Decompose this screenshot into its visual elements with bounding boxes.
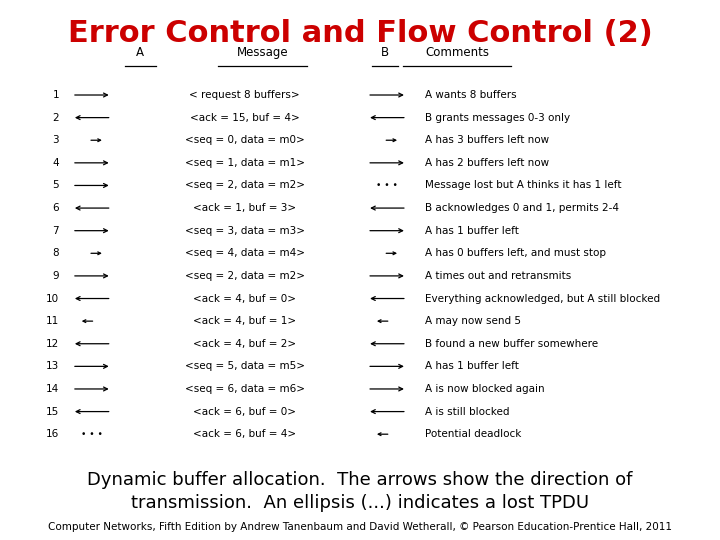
Text: 5: 5 xyxy=(53,180,59,191)
Text: <ack = 1, buf = 3>: <ack = 1, buf = 3> xyxy=(193,203,297,213)
Text: <ack = 6, buf = 0>: <ack = 6, buf = 0> xyxy=(193,407,297,416)
Text: <ack = 6, buf = 4>: <ack = 6, buf = 4> xyxy=(193,429,297,439)
Text: Comments: Comments xyxy=(426,46,489,59)
Text: B: B xyxy=(381,46,390,59)
Text: 14: 14 xyxy=(46,384,59,394)
Text: <ack = 15, buf = 4>: <ack = 15, buf = 4> xyxy=(190,113,300,123)
Text: 12: 12 xyxy=(46,339,59,349)
Text: • • •: • • • xyxy=(81,430,103,438)
Text: <seq = 6, data = m6>: <seq = 6, data = m6> xyxy=(185,384,305,394)
Text: Dynamic buffer allocation.  The arrows show the direction of: Dynamic buffer allocation. The arrows sh… xyxy=(87,470,633,489)
Text: transmission.  An ellipsis (...) indicates a lost TPDU: transmission. An ellipsis (...) indicate… xyxy=(131,494,589,512)
Text: A is now blocked again: A is now blocked again xyxy=(425,384,544,394)
Text: <ack = 4, buf = 2>: <ack = 4, buf = 2> xyxy=(193,339,297,349)
Text: <seq = 0, data = m0>: <seq = 0, data = m0> xyxy=(185,135,305,145)
Text: A wants 8 buffers: A wants 8 buffers xyxy=(425,90,516,100)
Text: A times out and retransmits: A times out and retransmits xyxy=(425,271,571,281)
Text: 1: 1 xyxy=(53,90,59,100)
Text: 3: 3 xyxy=(53,135,59,145)
Text: • • •: • • • xyxy=(376,181,398,190)
Text: 10: 10 xyxy=(46,294,59,303)
Text: Computer Networks, Fifth Edition by Andrew Tanenbaum and David Wetherall, © Pear: Computer Networks, Fifth Edition by Andr… xyxy=(48,522,672,532)
Text: A: A xyxy=(136,46,145,59)
Text: 16: 16 xyxy=(46,429,59,439)
Text: <seq = 2, data = m2>: <seq = 2, data = m2> xyxy=(185,180,305,191)
Text: B found a new buffer somewhere: B found a new buffer somewhere xyxy=(425,339,598,349)
Text: 4: 4 xyxy=(53,158,59,168)
Text: 11: 11 xyxy=(46,316,59,326)
Text: Error Control and Flow Control (2): Error Control and Flow Control (2) xyxy=(68,19,652,48)
Text: Potential deadlock: Potential deadlock xyxy=(425,429,521,439)
Text: <seq = 1, data = m1>: <seq = 1, data = m1> xyxy=(185,158,305,168)
Text: Everything acknowledged, but A still blocked: Everything acknowledged, but A still blo… xyxy=(425,294,660,303)
Text: 15: 15 xyxy=(46,407,59,416)
Text: B acknowledges 0 and 1, permits 2-4: B acknowledges 0 and 1, permits 2-4 xyxy=(425,203,618,213)
Text: 6: 6 xyxy=(53,203,59,213)
Text: <seq = 4, data = m4>: <seq = 4, data = m4> xyxy=(185,248,305,258)
Text: Message lost but A thinks it has 1 left: Message lost but A thinks it has 1 left xyxy=(425,180,621,191)
Text: A has 2 buffers left now: A has 2 buffers left now xyxy=(425,158,549,168)
Text: A has 0 buffers left, and must stop: A has 0 buffers left, and must stop xyxy=(425,248,606,258)
Text: <seq = 2, data = m2>: <seq = 2, data = m2> xyxy=(185,271,305,281)
Text: <seq = 3, data = m3>: <seq = 3, data = m3> xyxy=(185,226,305,235)
Text: 7: 7 xyxy=(53,226,59,235)
Text: < request 8 buffers>: < request 8 buffers> xyxy=(189,90,300,100)
Text: <ack = 4, buf = 0>: <ack = 4, buf = 0> xyxy=(193,294,297,303)
Text: B grants messages 0-3 only: B grants messages 0-3 only xyxy=(425,113,570,123)
Text: A has 1 buffer left: A has 1 buffer left xyxy=(425,226,518,235)
Text: A has 1 buffer left: A has 1 buffer left xyxy=(425,361,518,372)
Text: 2: 2 xyxy=(53,113,59,123)
Text: <seq = 5, data = m5>: <seq = 5, data = m5> xyxy=(185,361,305,372)
Text: <ack = 4, buf = 1>: <ack = 4, buf = 1> xyxy=(193,316,297,326)
Text: 9: 9 xyxy=(53,271,59,281)
Text: 8: 8 xyxy=(53,248,59,258)
Text: 13: 13 xyxy=(46,361,59,372)
Text: A is still blocked: A is still blocked xyxy=(425,407,509,416)
Text: A may now send 5: A may now send 5 xyxy=(425,316,521,326)
Text: A has 3 buffers left now: A has 3 buffers left now xyxy=(425,135,549,145)
Text: Message: Message xyxy=(237,46,289,59)
